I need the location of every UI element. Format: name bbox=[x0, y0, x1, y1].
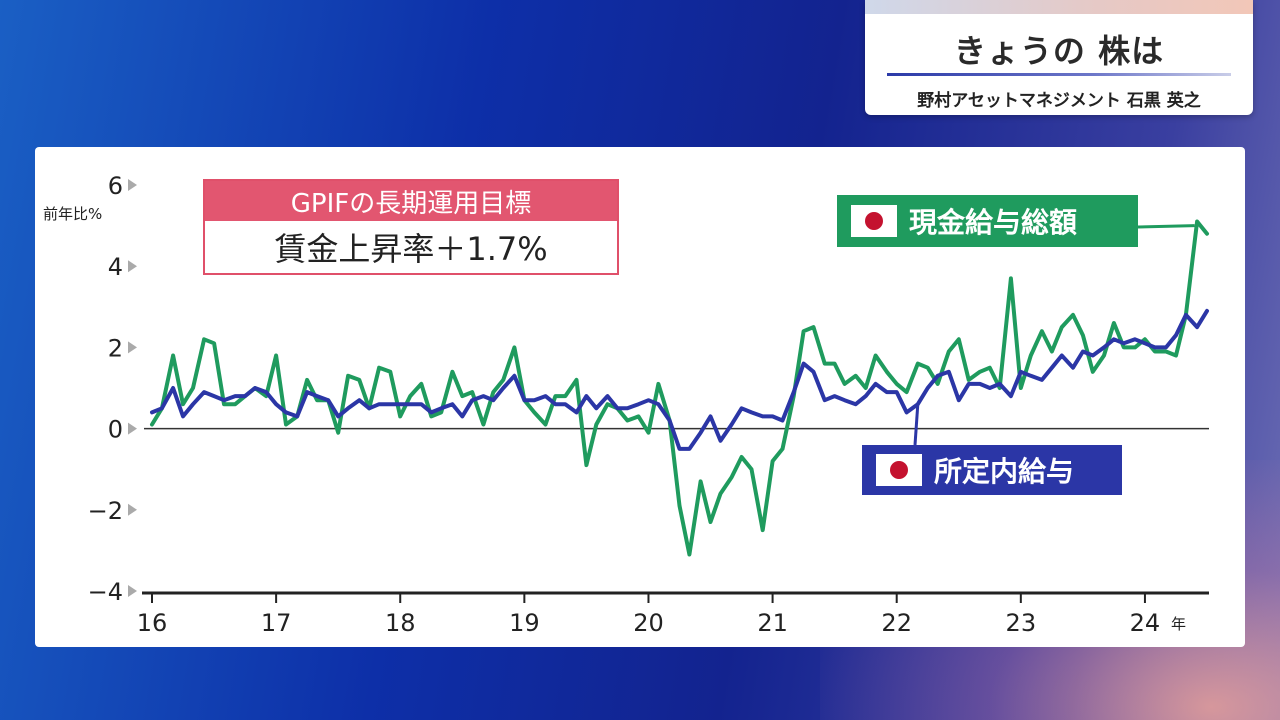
x-axis-unit: 年 bbox=[1171, 615, 1186, 633]
y-tick-marker bbox=[128, 260, 137, 273]
japan-flag-icon bbox=[851, 205, 897, 237]
series-line-scheduled-earnings bbox=[150, 308, 1209, 451]
x-tick-label: 17 bbox=[261, 609, 292, 637]
legend-label-scheduled-earnings: 所定内給与 bbox=[934, 455, 1075, 488]
y-tick-marker bbox=[128, 585, 137, 597]
y-tick-label: 2 bbox=[108, 334, 123, 362]
title-divider bbox=[887, 73, 1231, 76]
y-tick-label: 6 bbox=[108, 172, 123, 200]
x-tick-label: 23 bbox=[1006, 609, 1037, 637]
y-tick-marker bbox=[128, 341, 137, 354]
program-title-card: きょうの 株は 野村アセットマネジメント 石黒 英之 bbox=[865, 0, 1253, 115]
gpif-target-box: GPIFの長期運用目標 賃金上昇率＋1.7% bbox=[203, 179, 619, 275]
x-tick-label: 21 bbox=[757, 609, 788, 637]
y-tick-marker bbox=[128, 422, 137, 435]
japan-flag-icon bbox=[876, 454, 922, 486]
y-tick-marker bbox=[128, 503, 137, 516]
gpif-target-heading: GPIFの長期運用目標 bbox=[205, 181, 617, 221]
x-tick-label: 16 bbox=[137, 609, 168, 637]
legend-pointer-green bbox=[1137, 224, 1195, 229]
commentator-name: 野村アセットマネジメント 石黒 英之 bbox=[917, 91, 1201, 111]
legend-pointer-blue bbox=[913, 404, 920, 446]
legend-scheduled-earnings: 所定内給与 bbox=[862, 445, 1122, 495]
x-tick-label: 18 bbox=[385, 609, 416, 637]
x-tick-label: 19 bbox=[509, 609, 540, 637]
y-tick-label: −4 bbox=[88, 578, 123, 606]
x-tick-label: 24 bbox=[1130, 609, 1161, 637]
chart-panel: 前年比% 6 4 2 0 −2 −4 16 17 18 19 20 21 22 23 24 年 GPIFの長期運… bbox=[35, 147, 1245, 647]
x-tick-label: 20 bbox=[633, 609, 664, 637]
y-tick-label: 4 bbox=[108, 253, 123, 281]
legend-label-total-cash-earnings: 現金給与総額 bbox=[909, 206, 1078, 239]
y-axis-label: 前年比% bbox=[43, 205, 102, 223]
gpif-target-value: 賃金上昇率＋1.7% bbox=[274, 230, 548, 268]
program-title: きょうの 株は bbox=[953, 32, 1165, 70]
legend-total-cash-earnings: 現金給与総額 bbox=[837, 195, 1138, 247]
x-tick-label: 22 bbox=[881, 609, 912, 637]
y-tick-label: 0 bbox=[108, 416, 123, 444]
title-card-topbar bbox=[865, 0, 1253, 14]
y-tick-label: −2 bbox=[88, 497, 123, 525]
y-tick-marker bbox=[128, 179, 137, 191]
